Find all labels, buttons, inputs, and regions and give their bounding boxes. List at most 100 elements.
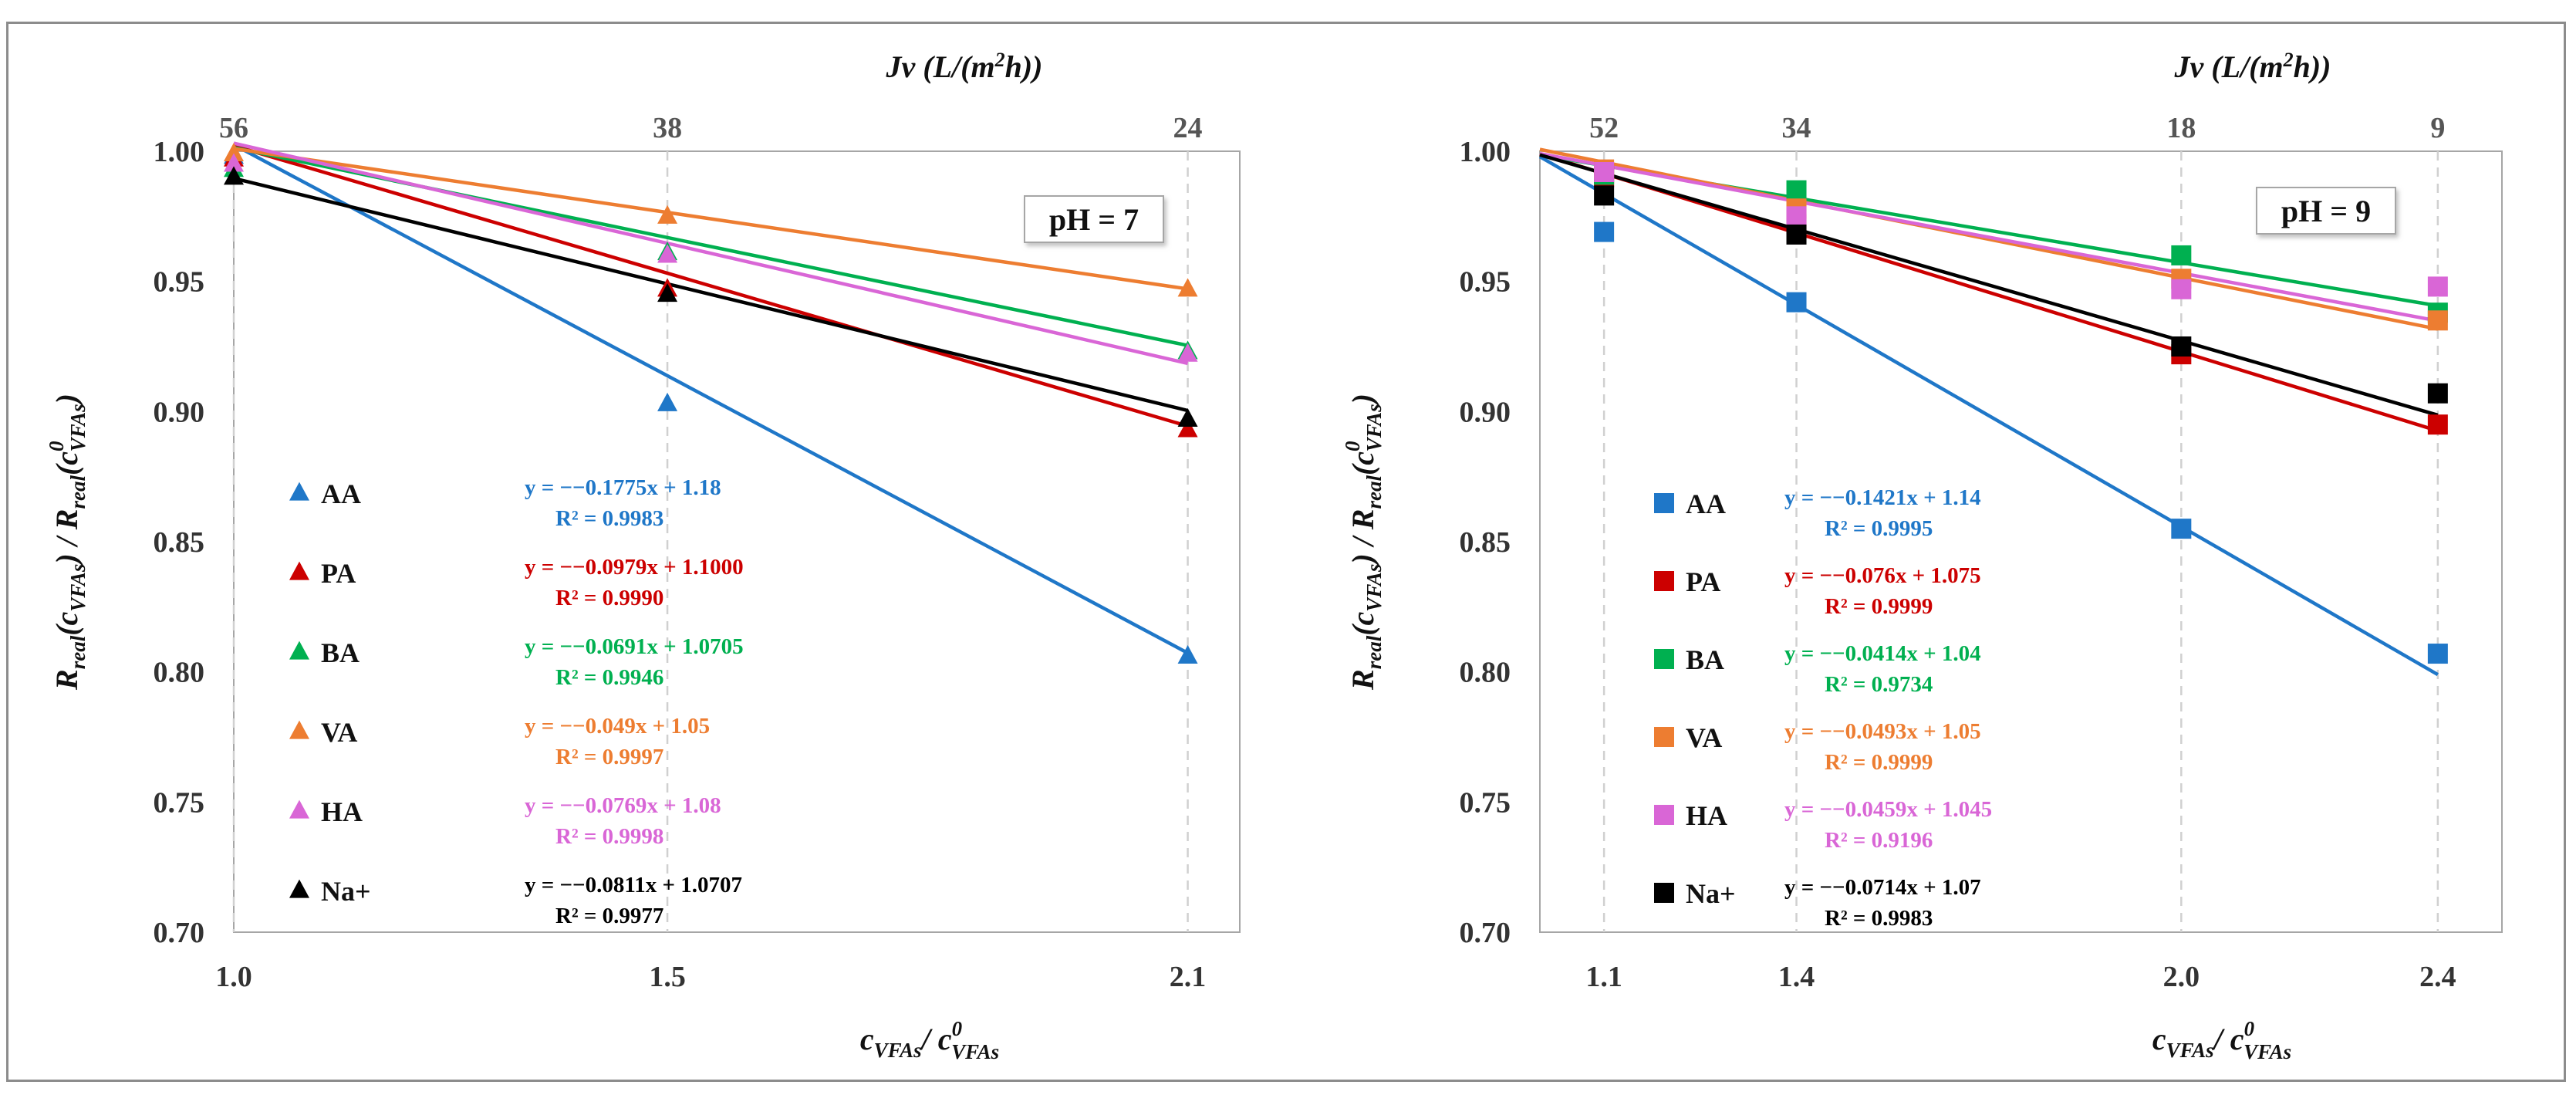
data-point-BA xyxy=(1786,180,1807,201)
x-tick-label: 2.1 xyxy=(1170,961,1207,993)
ph-label: pH = 9 xyxy=(2281,194,2371,228)
top-x-tick-label: 52 xyxy=(1589,112,1619,144)
data-point-PA xyxy=(2427,414,2448,435)
trendline-r2: R² = 0.9983 xyxy=(1825,906,1933,931)
legend-marker-PA xyxy=(1654,571,1674,591)
legend-marker-BA xyxy=(289,640,309,660)
trendline-AA xyxy=(1538,155,2439,677)
trendline-Na+ xyxy=(233,176,1189,413)
legend-marker-HA xyxy=(289,799,309,819)
data-point-AA xyxy=(1786,292,1807,313)
y-tick-label: 1.00 xyxy=(1460,136,1511,168)
data-point-Na+ xyxy=(1594,185,1615,206)
y-tick-label: 1.00 xyxy=(154,136,205,168)
trendline-AA xyxy=(232,143,1189,655)
trendline-PA xyxy=(233,144,1189,428)
trendline-r2: R² = 0.9997 xyxy=(555,745,663,769)
data-point-Na+ xyxy=(224,166,244,185)
trendline-equation: y = −−0.0811x + 1.0707 xyxy=(525,873,742,897)
trendline-equation: y = −−0.0979x + 1.1000 xyxy=(525,555,744,580)
trendline-equation: y = −−0.1421x + 1.14 xyxy=(1784,485,1981,510)
trendline-equation: y = −−0.076x + 1.075 xyxy=(1784,563,1981,588)
data-point-HA xyxy=(224,153,244,172)
top-x-tick-label: 38 xyxy=(653,112,682,144)
ph-box xyxy=(1024,195,1164,243)
trendline-r2: R² = 0.9983 xyxy=(555,506,663,531)
data-point-VA xyxy=(2427,310,2448,331)
legend-marker-VA xyxy=(1654,727,1674,747)
y-tick-label: 0.85 xyxy=(1460,526,1511,559)
data-point-PA xyxy=(1177,418,1198,438)
trendline-VA xyxy=(1539,147,2439,331)
data-point-VA xyxy=(1177,278,1198,297)
trendline-equation: y = −−0.0714x + 1.07 xyxy=(1784,875,1981,900)
data-point-AA xyxy=(657,392,678,411)
y-axis-title: Rreal(cVFAs) / Rreal(c0VFAs) xyxy=(45,394,89,691)
data-point-HA xyxy=(2171,279,2192,299)
legend-label: AA xyxy=(1686,488,1726,519)
data-point-Na+ xyxy=(657,283,678,302)
y-tick-label: 0.70 xyxy=(154,917,205,949)
legend-label: Na+ xyxy=(321,876,371,907)
ph-label: pH = 7 xyxy=(1049,202,1139,237)
x-tick-label: 1.0 xyxy=(215,961,252,993)
y-tick-label: 0.80 xyxy=(1460,657,1511,689)
legend-label: BA xyxy=(321,637,360,668)
legend-marker-BA xyxy=(1654,649,1674,669)
data-point-AA xyxy=(1177,645,1198,664)
trendline-r2: R² = 0.9946 xyxy=(555,665,663,690)
trendline-VA xyxy=(233,147,1188,291)
y-tick-label: 0.90 xyxy=(1460,396,1511,428)
trendline-r2: R² = 0.9977 xyxy=(555,904,663,928)
data-point-HA xyxy=(1594,161,1615,182)
figure-frame xyxy=(6,22,2566,1082)
legend-marker-HA xyxy=(1654,805,1674,825)
trendline-equation: y = −−0.0493x + 1.05 xyxy=(1784,719,1981,744)
top-axis-title: Jv (L/(m2h)) xyxy=(2174,49,2331,84)
chart-panel-ph7: 0.70 0.75 0.80 0.85 0.90 0.95 1.00 1.0 1.5 2.1 56 3… xyxy=(45,49,1241,1063)
legend-marker-VA xyxy=(289,720,309,739)
legend-marker-AA xyxy=(1654,493,1674,513)
x-tick-label: 2.0 xyxy=(2163,961,2200,993)
y-tick-label: 0.80 xyxy=(154,657,205,689)
legend-label: BA xyxy=(1686,644,1724,675)
top-x-tick-label: 34 xyxy=(1782,112,1811,144)
trendline-r2: R² = 0.9998 xyxy=(555,824,663,849)
trendline-r2: R² = 0.9995 xyxy=(1825,516,1933,541)
trendline-equation: y = −−0.1775x + 1.18 xyxy=(525,475,721,500)
legend-label: PA xyxy=(1686,566,1720,597)
trendline-equation: y = −−0.0414x + 1.04 xyxy=(1784,641,1981,666)
x-tick-label: 2.4 xyxy=(2419,961,2456,993)
trendline-r2: R² = 0.9999 xyxy=(1825,750,1933,775)
data-point-VA xyxy=(657,204,678,224)
top-x-tick-label: 9 xyxy=(2430,112,2445,144)
legend-marker-Na+ xyxy=(1654,883,1674,903)
y-axis-title: Rreal(cVFAs) / Rreal(c0VFAs) xyxy=(1341,394,1386,691)
legend-label: Na+ xyxy=(1686,878,1736,909)
data-point-Na+ xyxy=(1786,224,1807,245)
trendline-HA xyxy=(1539,151,2439,323)
legend-label: VA xyxy=(321,717,357,748)
trendline-equation: y = −−0.049x + 1.05 xyxy=(525,714,710,738)
legend-label: AA xyxy=(321,478,361,509)
y-tick-label: 0.90 xyxy=(154,396,205,428)
legend-label: VA xyxy=(1686,722,1722,753)
data-point-Na+ xyxy=(2427,383,2448,404)
plot-area xyxy=(233,150,1241,933)
legend-label: HA xyxy=(321,796,363,827)
legend-marker-PA xyxy=(289,561,309,580)
top-x-tick-label: 24 xyxy=(1173,112,1203,144)
legend-label: HA xyxy=(1686,800,1727,831)
data-point-HA xyxy=(2427,276,2448,297)
y-tick-label: 0.70 xyxy=(1460,917,1511,949)
data-point-BA xyxy=(2171,245,2192,265)
data-point-AA xyxy=(1594,221,1615,242)
x-tick-label: 1.1 xyxy=(1585,961,1622,993)
trendline-HA xyxy=(233,141,1189,366)
trendline-equation: y = −−0.0769x + 1.08 xyxy=(525,793,721,818)
y-tick-label: 0.85 xyxy=(154,526,205,559)
top-x-tick-label: 18 xyxy=(2166,112,2196,144)
data-point-Na+ xyxy=(1177,408,1198,428)
data-point-AA xyxy=(2427,644,2448,664)
